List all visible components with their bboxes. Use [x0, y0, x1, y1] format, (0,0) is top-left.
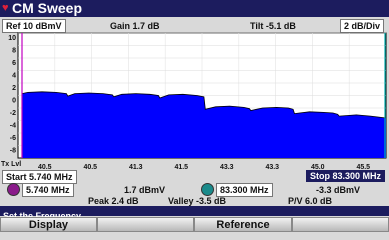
softkey[interactable] [292, 217, 389, 232]
valley: Valley -3.5 dB [168, 196, 227, 206]
app-icon: ♥ [2, 2, 9, 14]
start-frequency[interactable]: Start 5.740 MHz [2, 170, 77, 184]
y-tick-label: 4 [12, 72, 16, 79]
y-tick-label: 8 [12, 47, 16, 54]
y-tick-label: -6 [10, 135, 16, 142]
y-tick-label: -2 [10, 110, 16, 117]
tx-level: 43.3 [265, 164, 279, 171]
title-bar [0, 0, 389, 17]
marker-2-level: -3.3 dBmV [316, 185, 361, 195]
peak: Peak 2.4 dB [88, 196, 139, 206]
y-tick-label: -8 [10, 147, 16, 154]
status-bar: Set the Frequency [0, 206, 389, 221]
peak-to-valley: P/V 6.0 dB [288, 196, 333, 206]
marker-1-level: 1.7 dBmV [124, 185, 166, 195]
status-text: Set the Frequency [3, 211, 82, 221]
stop-frequency[interactable]: Stop 83.300 MHz [306, 170, 386, 182]
screen: ♥ CM Sweep Ref 10 dBmV Gain 1.7 dB Tilt … [0, 0, 389, 233]
sweep-trace [21, 91, 387, 119]
tx-level: 41.3 [129, 164, 143, 171]
softkey[interactable]: Reference [194, 217, 292, 232]
ref-level[interactable]: Ref 10 dBmV [2, 19, 66, 33]
y-tick-label: 10 [8, 35, 16, 42]
y-tick-label: 2 [12, 85, 16, 92]
y-tick-label: -4 [10, 122, 16, 129]
tx-label: Tx Lvl [1, 161, 21, 168]
gain: Gain 1.7 dB [110, 21, 160, 31]
marker-2-frequency[interactable]: 83.300 MHz [216, 183, 273, 197]
tx-level: 43.3 [220, 164, 234, 171]
marker-1-frequency[interactable]: 5.740 MHz [22, 183, 74, 197]
tx-level: 45.5 [356, 164, 370, 171]
y-tick-label: 6 [12, 60, 16, 67]
sweep-fill [22, 91, 386, 158]
tx-level: 40.5 [83, 164, 97, 171]
tilt: Tilt -5.1 dB [250, 21, 296, 31]
marker-1-icon [7, 183, 20, 196]
softkey[interactable]: Display [0, 217, 97, 232]
tx-level: 45.0 [311, 164, 325, 171]
marker-2-icon [201, 183, 214, 196]
sweep-plot: 10 8 6 4 2 0 -2 -4 -6 -8 Tx Lvl 40.5 40.5 41.3 41.5 43.… [1, 32, 387, 171]
app-title: CM Sweep [12, 0, 83, 16]
softkey[interactable] [97, 217, 194, 232]
scale[interactable]: 2 dB/Div [340, 19, 385, 33]
y-tick-label: 0 [12, 97, 16, 104]
tx-level: 40.5 [38, 164, 52, 171]
tx-level: 41.5 [174, 164, 188, 171]
